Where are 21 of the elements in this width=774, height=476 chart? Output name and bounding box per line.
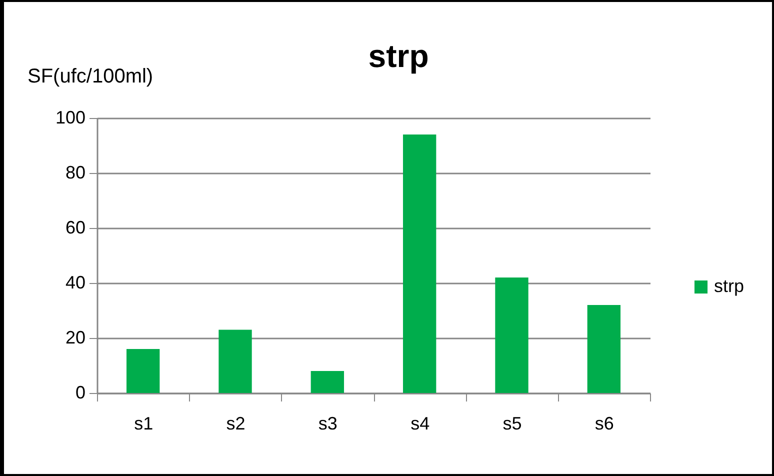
x-tick-label: s3 <box>318 414 338 434</box>
bar <box>218 330 252 393</box>
legend-label: strp <box>714 276 744 296</box>
y-tick-label: 40 <box>65 272 86 292</box>
y-tick-label: 20 <box>65 328 86 348</box>
x-tick-label: s6 <box>594 414 614 434</box>
x-tick-label: s5 <box>502 414 522 434</box>
bar <box>126 349 160 393</box>
bar <box>495 278 528 393</box>
x-tick-label: s2 <box>226 414 246 434</box>
y-tick-label: 0 <box>75 382 86 402</box>
x-tick-label: s4 <box>410 414 430 434</box>
bar <box>402 134 436 393</box>
y-tick-label: 100 <box>55 108 86 128</box>
chart-title: strp <box>368 38 429 74</box>
bar <box>310 371 344 393</box>
y-tick-label: 60 <box>65 218 86 238</box>
y-axis-title: SF(ufc/100ml) <box>28 66 154 88</box>
y-tick-label: 80 <box>65 162 86 182</box>
x-tick-label: s1 <box>134 414 154 434</box>
bar <box>587 305 621 393</box>
